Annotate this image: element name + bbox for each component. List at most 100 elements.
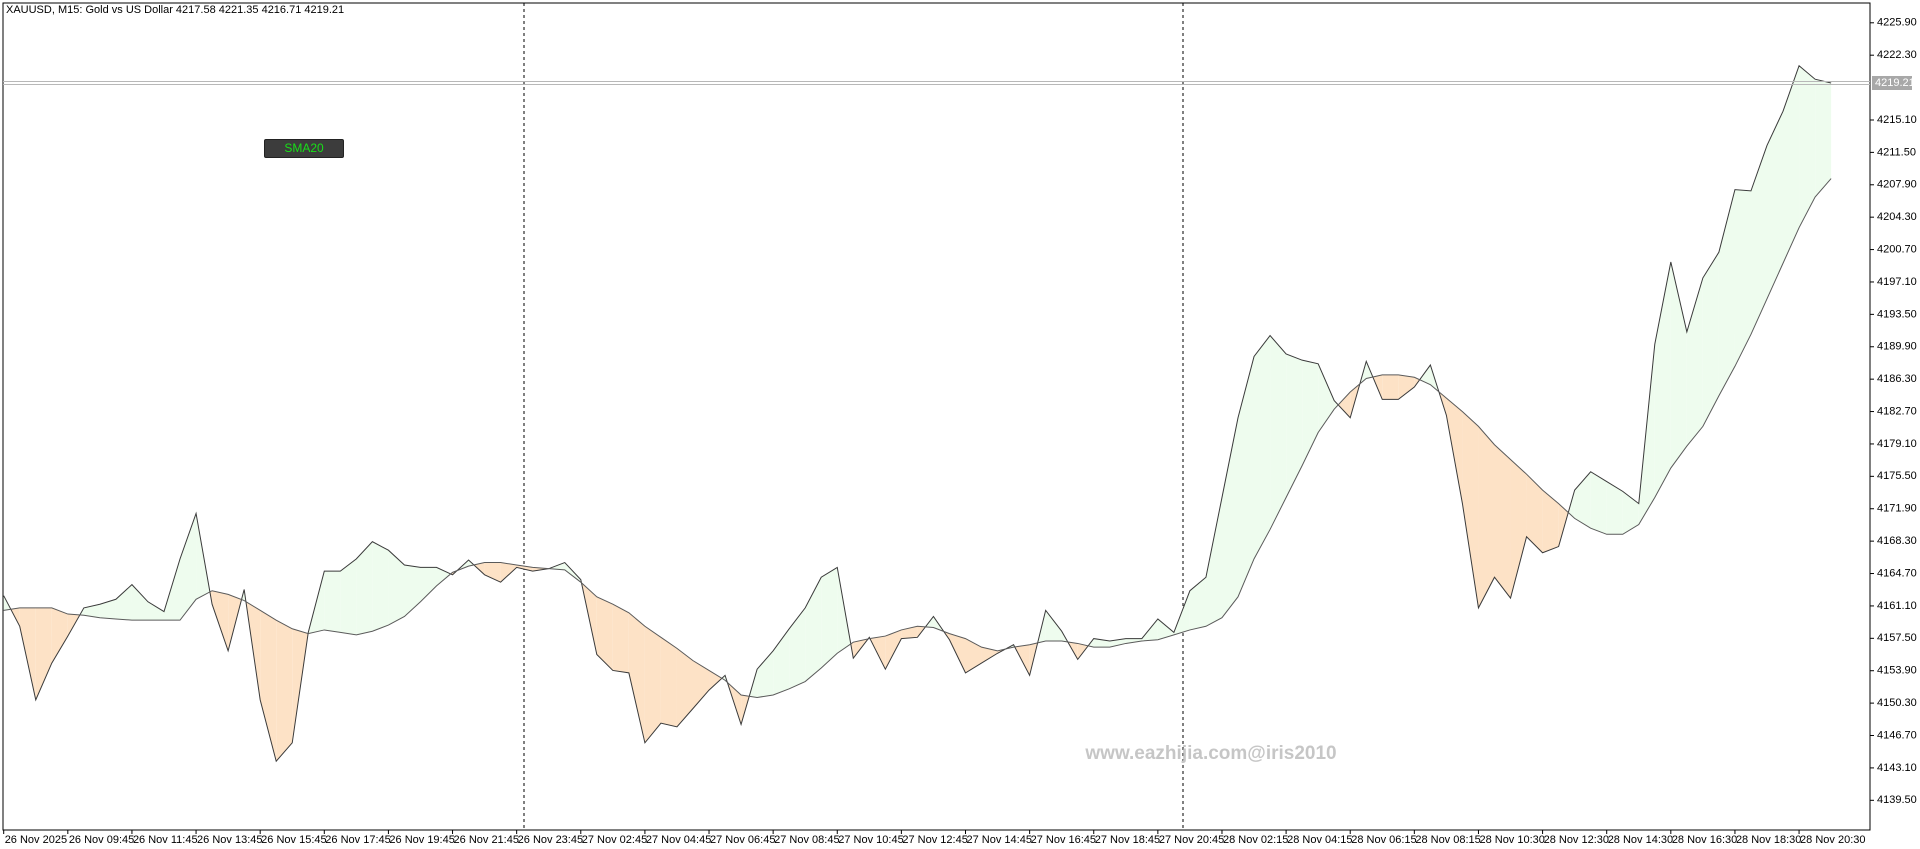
x-tick-label: 26 Nov 2025 bbox=[5, 834, 67, 846]
fill-segment bbox=[1590, 471, 1607, 535]
fill-segment bbox=[1510, 459, 1527, 599]
fill-segment bbox=[628, 612, 645, 743]
x-tick-label: 27 Nov 10:45 bbox=[838, 834, 903, 846]
fill-segment bbox=[164, 558, 181, 621]
x-tick-label: 27 Nov 14:45 bbox=[967, 834, 1032, 846]
fill-segment bbox=[644, 626, 661, 743]
y-tick-label: 4200.70 bbox=[1877, 243, 1917, 255]
fill-segment bbox=[1558, 503, 1569, 547]
fill-segment bbox=[821, 567, 838, 669]
fill-segment bbox=[981, 647, 998, 664]
y-tick-label: 4171.90 bbox=[1877, 503, 1917, 515]
fill-segment bbox=[516, 564, 533, 572]
x-tick-label: 28 Nov 10:30 bbox=[1479, 834, 1544, 846]
x-tick-label: 27 Nov 18:45 bbox=[1095, 834, 1160, 846]
x-tick-label: 26 Nov 17:45 bbox=[325, 834, 390, 846]
y-tick-label: 4164.70 bbox=[1877, 567, 1917, 579]
fill-segment bbox=[1398, 374, 1415, 400]
x-tick-label: 28 Nov 04:15 bbox=[1287, 834, 1352, 846]
fill-segment bbox=[404, 564, 421, 617]
fill-segment bbox=[1382, 374, 1399, 400]
fill-segment bbox=[805, 577, 822, 682]
fill-segment bbox=[1654, 261, 1671, 498]
y-tick-label: 4204.30 bbox=[1877, 211, 1917, 223]
fill-segment bbox=[420, 567, 437, 602]
fill-segment bbox=[340, 558, 357, 635]
fill-segment bbox=[1338, 392, 1351, 418]
last-price-tag bbox=[1872, 76, 1912, 91]
x-tick-label: 26 Nov 13:45 bbox=[197, 834, 262, 846]
x-tick-label: 28 Nov 16:30 bbox=[1672, 834, 1737, 846]
fill-segment bbox=[885, 629, 902, 670]
fill-segment bbox=[1702, 252, 1719, 427]
fill-segment bbox=[1799, 65, 1816, 228]
fill-segment bbox=[260, 610, 277, 762]
fill-segment bbox=[1686, 277, 1703, 447]
y-tick-label: 4182.70 bbox=[1877, 405, 1917, 417]
fill-segment bbox=[1238, 356, 1255, 597]
fill-segment bbox=[709, 670, 722, 691]
fill-segment bbox=[131, 584, 148, 621]
indicator-button[interactable]: SMA20 bbox=[264, 139, 344, 158]
fill-segment bbox=[388, 550, 405, 626]
fill-segment bbox=[1783, 65, 1800, 264]
x-tick-label: 26 Nov 11:45 bbox=[133, 834, 198, 846]
fill-segment bbox=[949, 633, 966, 673]
fill-segment bbox=[660, 637, 677, 727]
y-tick-label: 4211.50 bbox=[1877, 146, 1916, 158]
x-tick-label: 26 Nov 23:45 bbox=[518, 834, 583, 846]
y-tick-label: 4139.50 bbox=[1877, 794, 1917, 806]
y-tick-label: 4179.10 bbox=[1877, 438, 1917, 450]
fill-segment bbox=[757, 650, 774, 698]
fill-segment bbox=[692, 660, 710, 709]
fill-segment bbox=[1542, 490, 1559, 553]
fill-segment bbox=[1718, 189, 1735, 396]
x-tick-label: 28 Nov 06:15 bbox=[1351, 834, 1416, 846]
x-tick-label: 27 Nov 12:45 bbox=[902, 834, 967, 846]
fill-group bbox=[3, 65, 1832, 762]
last-price-label: 4219.21 bbox=[1875, 77, 1915, 89]
fill-segment bbox=[773, 628, 790, 696]
fill-segment bbox=[147, 601, 164, 621]
y-tick-label: 4215.10 bbox=[1877, 114, 1917, 126]
fill-segment bbox=[276, 620, 293, 762]
watermark: www.eazhijia.com@iris2010 bbox=[1084, 743, 1336, 764]
fill-segment bbox=[1462, 411, 1479, 608]
fill-segment bbox=[1419, 365, 1431, 385]
fill-segment bbox=[1125, 638, 1142, 644]
x-tick-label: 28 Nov 02:15 bbox=[1223, 834, 1288, 846]
fill-segment bbox=[1446, 398, 1463, 504]
fill-segment bbox=[1334, 400, 1339, 410]
chart-title: XAUUSD, M15: Gold vs US Dollar 4217.58 4… bbox=[6, 4, 344, 16]
fill-segment bbox=[1815, 79, 1832, 198]
fill-segment bbox=[324, 571, 341, 633]
x-tick-label: 28 Nov 12:30 bbox=[1544, 834, 1609, 846]
fill-segment bbox=[1189, 577, 1206, 630]
sma-line bbox=[3, 178, 1832, 698]
y-tick-label: 4197.10 bbox=[1877, 276, 1917, 288]
fill-segment bbox=[1302, 360, 1319, 466]
y-tick-label: 4168.30 bbox=[1877, 535, 1917, 547]
fill-segment bbox=[372, 541, 389, 632]
fill-segment bbox=[83, 604, 100, 618]
fill-segment bbox=[1045, 610, 1062, 642]
x-tick-label: 26 Nov 15:45 bbox=[261, 834, 326, 846]
fill-segment bbox=[1750, 145, 1767, 335]
fill-segment bbox=[789, 607, 806, 689]
fill-segment bbox=[99, 599, 116, 619]
fill-segment bbox=[1526, 474, 1543, 553]
fill-segment bbox=[212, 590, 229, 651]
fill-segment bbox=[35, 607, 52, 700]
x-tick-label: 27 Nov 04:45 bbox=[646, 834, 711, 846]
fill-segment bbox=[1270, 335, 1287, 530]
y-tick-label: 4150.30 bbox=[1877, 697, 1917, 709]
fill-segment bbox=[180, 513, 197, 621]
x-tick-label: 28 Nov 18:30 bbox=[1736, 834, 1801, 846]
y-tick-label: 4189.90 bbox=[1877, 341, 1917, 353]
fill-segment bbox=[115, 584, 132, 621]
price-line bbox=[3, 64, 1832, 763]
fill-segment bbox=[1157, 618, 1174, 640]
fill-segment bbox=[356, 541, 373, 635]
y-tick-label: 4153.90 bbox=[1877, 665, 1917, 677]
fill-segment bbox=[1670, 261, 1687, 469]
